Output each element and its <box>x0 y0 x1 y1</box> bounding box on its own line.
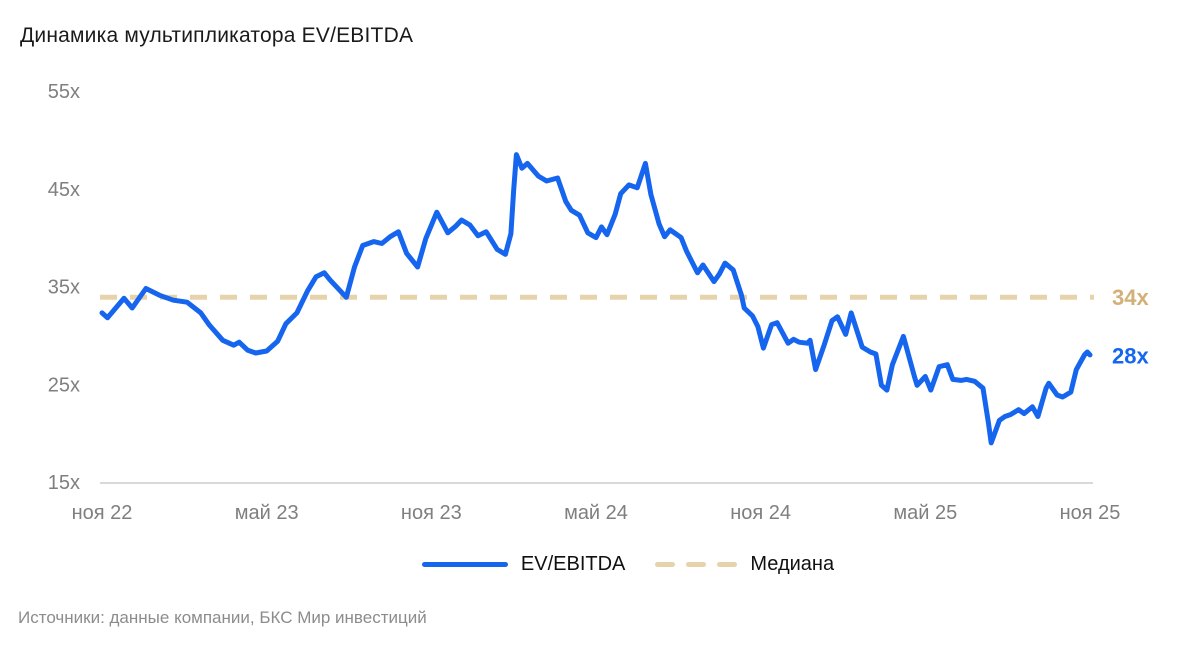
ev-ebitda-line <box>99 152 1093 446</box>
y-tick-label: 55x <box>48 81 80 103</box>
solid-line-swatch-icon <box>421 562 508 567</box>
x-tick-label: май 25 <box>893 502 957 524</box>
x-tick-label: ноя 23 <box>401 502 462 524</box>
source-note: Источники: данные компании, БКС Мир инве… <box>18 608 427 627</box>
legend-item-ev-ebitda: EV/EBITDA <box>421 553 626 576</box>
y-tick-label: 35x <box>48 277 80 299</box>
x-tick-label: ноя 22 <box>72 502 133 524</box>
legend-item-median: Медиана <box>655 553 834 576</box>
y-tick-label: 45x <box>48 179 80 201</box>
x-tick-label: ноя 25 <box>1060 502 1121 524</box>
dashed-line-swatch-icon <box>655 562 738 567</box>
median-value-label: 34x <box>1112 285 1149 310</box>
x-tick-label: май 23 <box>235 502 299 524</box>
legend-label-ev-ebitda: EV/EBITDA <box>520 553 626 575</box>
legend-label-median: Медиана <box>750 553 835 575</box>
last-value-label: 28x <box>1112 343 1149 368</box>
x-tick-label: май 24 <box>564 502 628 524</box>
chart-title: Динамика мультипликатора EV/EBITDA <box>20 24 414 47</box>
legend: EV/EBITDA Медиана <box>28 553 1200 576</box>
y-tick-label: 15x <box>48 472 80 494</box>
y-tick-label: 25x <box>48 374 80 396</box>
x-tick-label: ноя 24 <box>730 502 791 524</box>
